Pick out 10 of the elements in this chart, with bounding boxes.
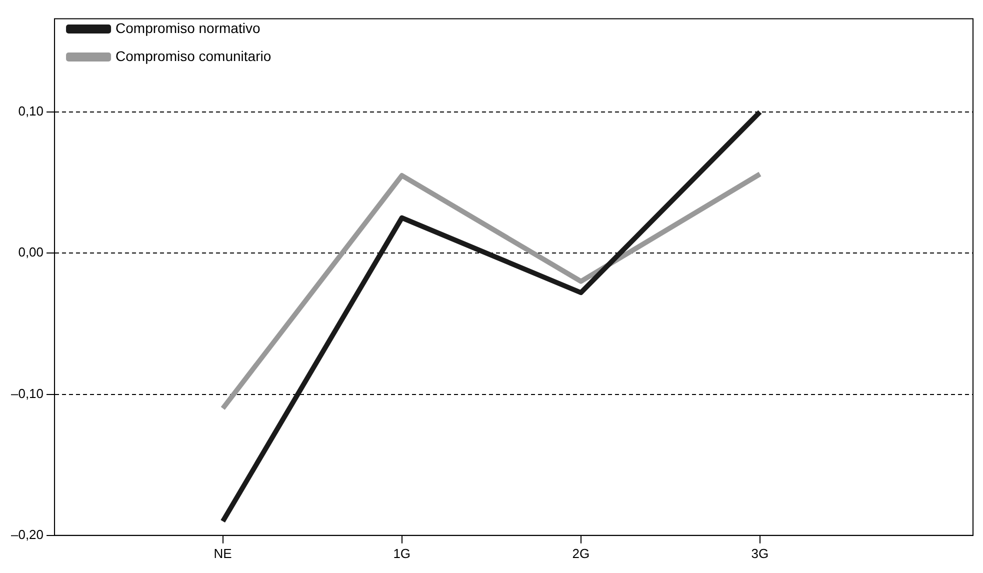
x-tick-label: 3G [751, 546, 769, 561]
legend-label: Compromiso normativo [116, 20, 260, 36]
y-tick-label: –0,10 [10, 386, 44, 401]
x-tick-label: 2G [572, 546, 590, 561]
legend-label: Compromiso comunitario [116, 48, 272, 64]
y-tick-label: –0,20 [10, 526, 44, 542]
x-tick-label: 1G [393, 546, 411, 561]
y-tick-label: 0,00 [18, 244, 44, 260]
x-tick-label: NE [214, 546, 232, 561]
y-tick-label: 0,10 [18, 104, 44, 119]
